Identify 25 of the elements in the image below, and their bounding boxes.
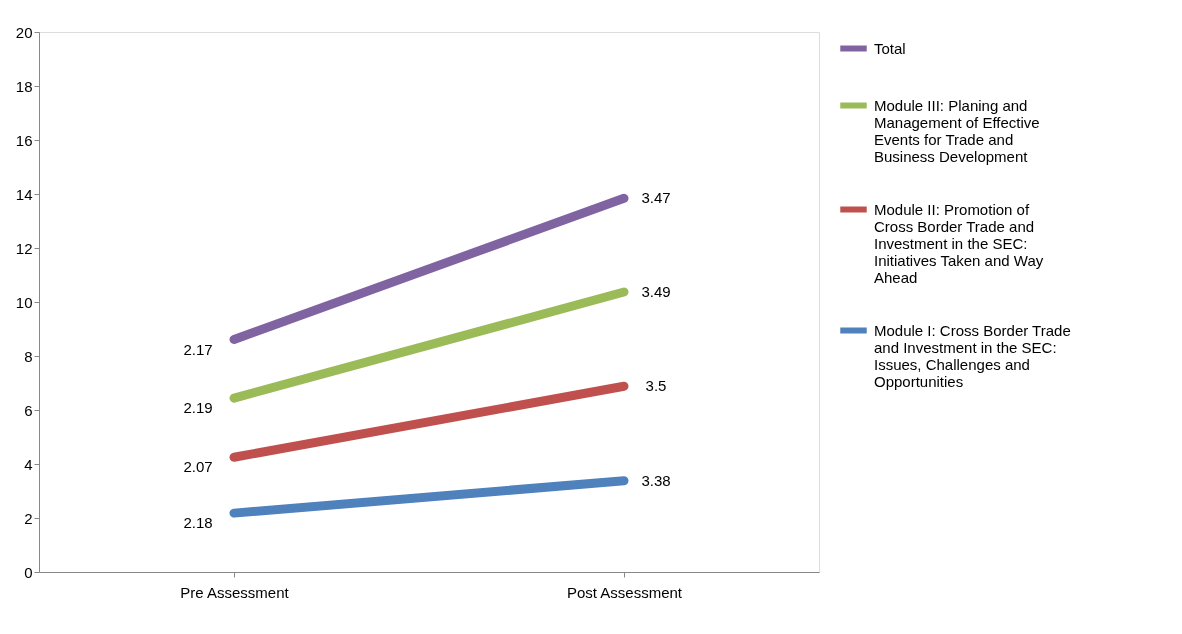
annotation: 2.19 (183, 399, 213, 417)
annotation: 2.17 (183, 340, 213, 358)
y-tick-label: 0 (24, 563, 33, 581)
y-tick-label: 2 (24, 509, 33, 527)
y-tick-label: 16 (15, 131, 33, 149)
y-tick-label: 20 (15, 23, 33, 41)
legend-label: Total (874, 39, 906, 57)
y-tick-label: 14 (15, 185, 33, 203)
annotation: 2.07 (183, 458, 213, 476)
y-tick-label: 4 (24, 455, 33, 473)
legend-label: Module II: Promotion of Cross Border Trade and Investment in the SEC: Initiatives Taken and Way Ahead (874, 200, 1044, 286)
y-tick-label: 18 (15, 77, 33, 95)
x-tick-label: Pre Assessment (180, 583, 290, 601)
legend-label: Module I: Cross Border Trade and Investment in the SEC: Issues, Challenges and Opportunities (874, 321, 1071, 390)
y-tick-label: 6 (24, 401, 33, 419)
annotation: 2.18 (183, 514, 213, 532)
annotation: 3.49 (641, 283, 671, 301)
y-tick-label: 12 (15, 239, 33, 257)
x-tick-label: Post Assessment (566, 583, 683, 601)
y-tick-label: 8 (24, 347, 33, 365)
annotation: 3.5 (645, 377, 667, 395)
annotation: 3.38 (641, 471, 671, 489)
y-tick-label: 10 (15, 293, 33, 311)
annotation: 3.47 (641, 189, 671, 207)
legend-label: Module III: Planing and Management of Effective Events for Trade and Business Development (874, 96, 1040, 165)
